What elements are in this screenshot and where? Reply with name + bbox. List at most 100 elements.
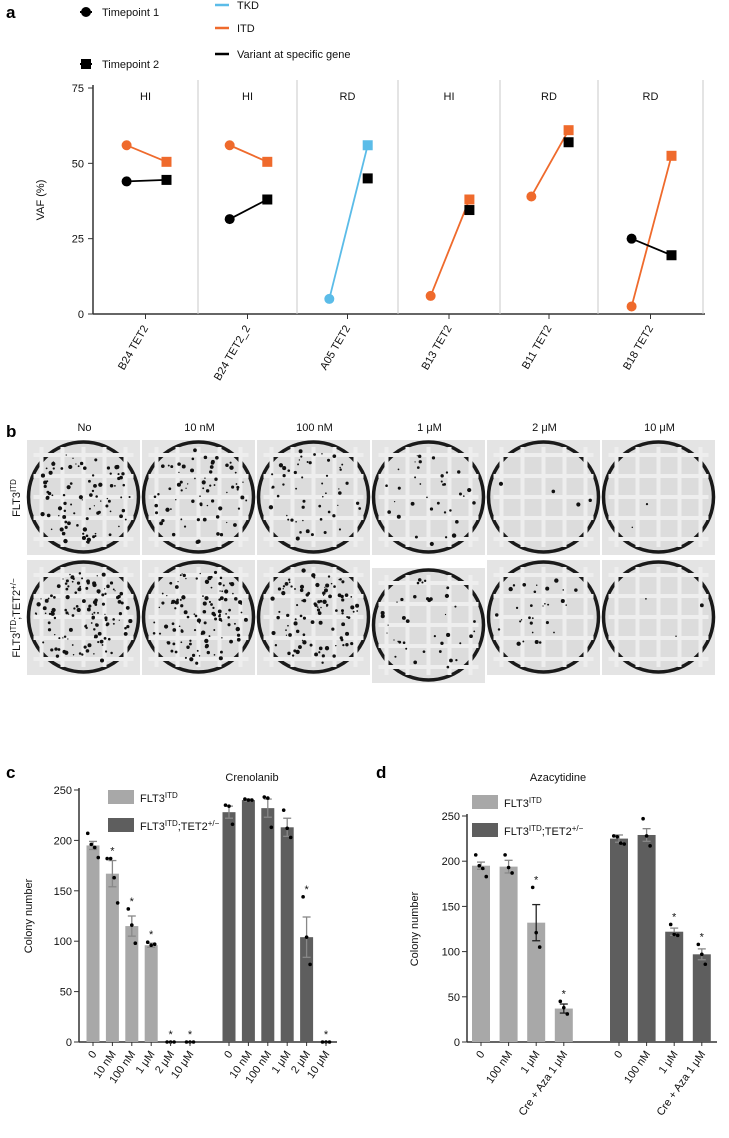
y-tick-label: 200 — [54, 835, 72, 847]
colony-dot — [107, 499, 111, 503]
colony-dot — [277, 587, 282, 591]
colony-dot — [227, 623, 231, 627]
colony-dot — [309, 643, 313, 647]
colony-plate-image — [486, 440, 601, 555]
data-point — [149, 943, 153, 948]
colony-dot — [431, 456, 436, 460]
colony-dot — [209, 484, 212, 487]
colony-dot — [170, 649, 174, 653]
point-timepoint1-variant — [224, 214, 235, 225]
bar-flt3 — [144, 945, 158, 1042]
colony-dot — [236, 485, 240, 489]
data-point — [112, 875, 116, 880]
bar-tet2 — [261, 808, 275, 1042]
colony-dot — [332, 514, 336, 518]
data-point — [152, 942, 157, 947]
colony-dot — [287, 469, 291, 472]
colony-dot — [284, 582, 289, 586]
colony-dot — [99, 658, 105, 663]
colony-dot — [77, 587, 82, 592]
colony-dot — [315, 582, 320, 588]
colony-dot — [93, 611, 96, 614]
colony-dot — [401, 615, 406, 620]
colony-dot — [469, 634, 473, 639]
data-point — [89, 842, 94, 847]
colony-dot — [520, 619, 523, 621]
colony-dot — [547, 603, 550, 606]
colony-dot — [185, 577, 187, 580]
colony-dot — [121, 508, 126, 513]
colony-dot — [57, 648, 61, 651]
colony-dot — [172, 642, 176, 646]
colony-dot — [81, 577, 84, 580]
series-line-itd — [429, 199, 471, 297]
colony-dot — [82, 532, 85, 535]
colony-dot — [271, 486, 274, 489]
colony-dot — [181, 573, 183, 575]
colony-dot — [171, 532, 176, 537]
colony-dot — [94, 534, 97, 538]
colony-dot — [213, 484, 216, 486]
colony-dot — [179, 480, 183, 484]
colony-dot — [68, 464, 73, 470]
colony-dot — [536, 584, 538, 586]
colony-dot — [445, 594, 448, 597]
colony-dot — [97, 631, 102, 636]
colony-dot — [327, 575, 331, 578]
data-point — [145, 940, 150, 945]
colony-dot — [44, 598, 49, 603]
colony-dot — [276, 615, 280, 620]
column-header-concentration: 10 nM — [184, 422, 215, 434]
colony-dot — [152, 631, 156, 635]
panel-label-c: c — [6, 763, 15, 782]
label-sup2: +/− — [572, 824, 584, 833]
colony-dot — [94, 532, 97, 535]
colony-dot — [291, 654, 295, 657]
colony-dot — [201, 630, 206, 635]
colony-dot — [44, 612, 47, 615]
colony-dot — [64, 650, 69, 655]
colony-dot — [73, 607, 76, 610]
colony-dot — [214, 477, 218, 481]
colony-dot — [63, 501, 67, 506]
colony-dot — [106, 497, 109, 500]
colony-dot — [72, 654, 75, 656]
colony-dot — [438, 650, 442, 653]
colony-dot — [46, 480, 49, 483]
data-point — [672, 932, 676, 937]
colony-dot — [193, 448, 197, 453]
colony-dot — [288, 578, 291, 581]
colony-dot — [224, 589, 229, 594]
colony-dot — [332, 454, 337, 459]
colony-dot — [212, 606, 215, 609]
colony-dot — [210, 603, 213, 606]
colony-dot — [321, 654, 325, 658]
data-point — [703, 962, 708, 967]
label-base2: ;TET2 — [542, 826, 572, 838]
point-timepoint1-variant — [626, 233, 637, 244]
colony-dot — [118, 619, 120, 621]
colony-dot — [65, 595, 70, 600]
panel-a-vaf-chart: Timepoint 1 Timepoint 2 TKD ITD Variant at s… — [35, 0, 705, 383]
colony-dot — [86, 607, 91, 612]
colony-dot — [221, 637, 223, 639]
colony-dot — [516, 641, 521, 646]
data-point — [484, 874, 489, 879]
colony-dot — [182, 573, 186, 578]
colony-dot — [178, 625, 181, 628]
colony-dot — [347, 616, 351, 620]
colony-dot — [457, 470, 461, 474]
colony-dot — [341, 598, 345, 602]
colony-dot — [208, 600, 212, 604]
colony-dot — [204, 638, 209, 644]
colony-dot — [174, 607, 177, 610]
colony-dot — [451, 533, 457, 538]
colony-dot — [77, 465, 80, 468]
colony-plate-image — [371, 440, 486, 555]
colony-dot — [302, 519, 304, 522]
colony-dot — [385, 484, 388, 488]
colony-dot — [533, 590, 537, 594]
x-tick-label-dose: 100 nM — [622, 1049, 653, 1086]
colony-dot — [99, 500, 102, 502]
response-label: RD — [541, 91, 557, 103]
